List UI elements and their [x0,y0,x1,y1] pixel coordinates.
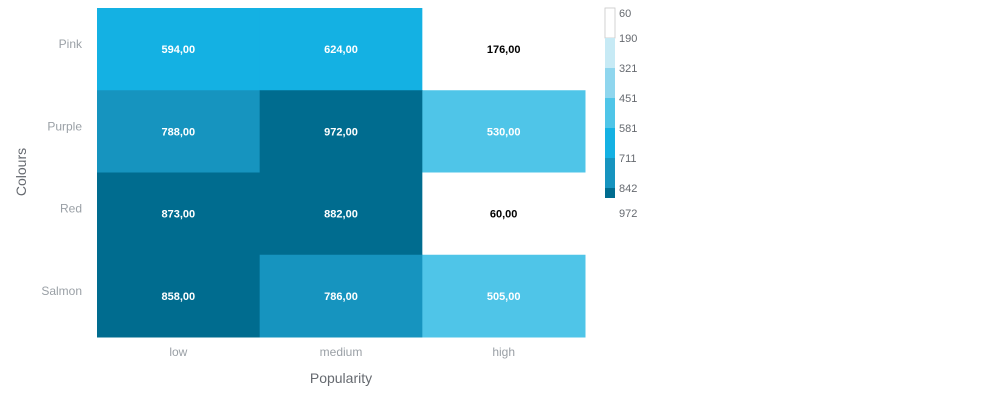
cell-value-label: 972,00 [324,126,358,138]
legend-tick-label: 972 [619,208,637,220]
y-axis-ticks: Pink Purple Red Salmon [41,37,83,298]
y-tick-label: Pink [59,37,83,51]
heatmap-cell-salmon-low[interactable] [97,254,261,338]
legend-swatch [605,188,615,198]
cell-value-label: 594,00 [162,44,196,56]
heatmap-cell-pink-low[interactable] [97,8,261,91]
x-axis-ticks: low medium high [169,345,515,359]
legend-tick-label: 711 [619,153,637,165]
cell-value-label: 873,00 [162,209,196,221]
x-tick-label: high [492,345,515,359]
legend-tick-label: 451 [619,93,637,105]
cell-value-label: 882,00 [324,209,358,221]
cell-value-label: 530,00 [487,126,521,138]
y-tick-label: Salmon [41,284,82,298]
heatmap-cell-pink-high[interactable] [422,8,586,91]
y-axis-title: Colours [13,148,29,196]
y-tick-label: Purple [47,119,82,133]
heatmap-cell-red-medium[interactable] [259,172,423,256]
heatmap-cell-red-high[interactable] [422,172,586,256]
heatmap-cell-red-low[interactable] [97,172,261,256]
heatmap-cell-salmon-medium[interactable] [259,254,423,338]
x-axis-title: Popularity [310,370,372,386]
cell-value-label: 60,00 [490,209,518,221]
cell-value-label: 858,00 [162,291,196,303]
legend-swatch [604,7,616,39]
legend-swatch [605,158,615,188]
legend-tick-label: 842 [619,183,637,195]
color-legend: 60 190 321 451 581 711 842 972 [604,7,637,220]
cell-value-label: 786,00 [324,291,358,303]
legend-tick-label: 190 [619,33,637,45]
heatmap-cell-purple-medium[interactable] [259,90,423,173]
legend-swatch [605,68,615,98]
cell-value-label: 624,00 [324,44,358,56]
heatmap-cell-salmon-high[interactable] [422,254,586,338]
x-tick-label: low [169,345,187,359]
legend-tick-label: 581 [619,123,637,135]
legend-swatch [605,38,615,68]
legend-tick-label: 321 [619,63,637,75]
heatmap-cell-purple-high[interactable] [422,90,586,173]
cell-value-label: 788,00 [162,126,196,138]
heatmap-cells: 594,00 624,00 176,00 788,00 972,00 530,00 873,… [97,8,586,338]
cell-value-label: 176,00 [487,44,521,56]
legend-tick-label: 60 [619,8,631,20]
legend-swatch [605,128,615,158]
legend-swatch [605,98,615,128]
heatmap-cell-pink-medium[interactable] [259,8,423,91]
x-tick-label: medium [320,345,363,359]
heatmap-cell-purple-low[interactable] [97,90,261,173]
y-tick-label: Red [60,202,82,216]
cell-value-label: 505,00 [487,291,521,303]
